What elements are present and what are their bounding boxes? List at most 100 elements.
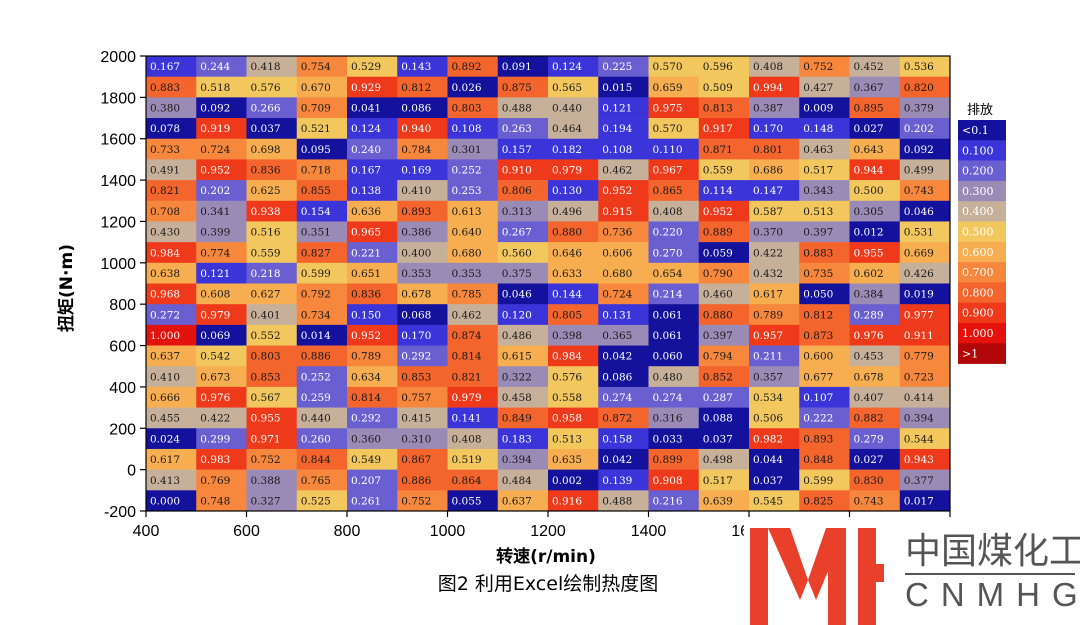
heatmap-cell — [799, 283, 850, 305]
heatmap-cell-label: 0.944 — [854, 165, 884, 177]
heatmap-cell — [849, 366, 901, 388]
heatmap-cell-label: 0.637 — [150, 351, 180, 363]
heatmap-cell-label: 0.752 — [401, 495, 431, 507]
heatmap-cell — [347, 448, 398, 470]
heatmap-cell-label: 0.377 — [904, 475, 934, 487]
heatmap-cell-label: 0.092 — [200, 103, 230, 115]
heatmap-cell — [447, 428, 499, 450]
heatmap-cell — [196, 56, 247, 77]
heatmap-cell — [347, 324, 398, 346]
heatmap-cell-label: 0.709 — [301, 103, 331, 115]
heatmap-cell — [497, 428, 549, 450]
heatmap-cell-label: 0.422 — [753, 247, 783, 259]
heatmap-cell — [899, 490, 951, 512]
legend-label: 0.700 — [962, 266, 994, 279]
heatmap-cell — [849, 283, 901, 305]
heatmap-cell-label: 0.633 — [552, 268, 582, 280]
heatmap-cell-label: 0.724 — [200, 144, 230, 156]
heatmap-cell — [246, 200, 298, 222]
heatmap-cell-label: 0.267 — [502, 227, 532, 239]
heatmap-cell — [899, 283, 951, 305]
heatmap-cell-label: 0.463 — [803, 144, 833, 156]
watermark-logo: 中国煤化工 CNMHG — [744, 522, 1080, 625]
heatmap-cell — [598, 159, 649, 181]
heatmap-cell-label: 0.418 — [251, 61, 281, 73]
heatmap-cell — [246, 242, 298, 264]
heatmap-cell-label: 0.141 — [452, 413, 482, 425]
heatmap-cell-label: 0.365 — [602, 330, 632, 342]
heatmap-cell-label: 0.121 — [200, 268, 230, 280]
x-tick-label: 1200 — [530, 523, 566, 540]
heatmap-cell-label: 0.061 — [653, 309, 683, 321]
heatmap-cell-label: 0.367 — [854, 82, 884, 94]
heatmap-cell-label: 0.558 — [552, 392, 582, 404]
heatmap-cell — [246, 304, 298, 326]
heatmap-cell — [698, 490, 750, 512]
heatmap-cell — [397, 221, 448, 243]
heatmap-cell-label: 0.225 — [602, 61, 632, 73]
heatmap-cell — [146, 159, 197, 181]
heatmap-cell-label: 0.410 — [150, 371, 180, 383]
heatmap-cell-label: 0.634 — [351, 371, 381, 383]
heatmap-cell — [849, 324, 901, 346]
heatmap-cell-label: 0.014 — [301, 330, 331, 342]
heatmap-cell-label: 0.542 — [200, 351, 230, 363]
heatmap-cell — [899, 469, 951, 491]
heatmap-cell-label: 0.617 — [150, 454, 180, 466]
heatmap-cell — [698, 56, 750, 77]
heatmap-cell-label: 0.968 — [150, 289, 180, 301]
heatmap-cell — [749, 138, 800, 160]
heatmap-cell-label: 0.310 — [401, 433, 431, 445]
heatmap-cell-label: 0.789 — [351, 351, 381, 363]
heatmap-cell-label: 0.124 — [351, 123, 381, 135]
heatmap-cell-label: 0.386 — [401, 227, 431, 239]
heatmap-cell-label: 0.587 — [753, 206, 783, 218]
heatmap-cell-label: 0.041 — [351, 103, 381, 115]
heatmap-cell-label: 0.513 — [552, 433, 582, 445]
heatmap-cell-label: 0.301 — [452, 144, 482, 156]
heatmap-cell — [397, 262, 448, 284]
heatmap-cell-label: 0.274 — [653, 392, 683, 404]
heatmap-cell — [849, 221, 901, 243]
legend-label: 0.600 — [962, 246, 994, 259]
heatmap-cell-label: 0.955 — [251, 413, 281, 425]
heatmap-cell-label: 0.299 — [200, 433, 230, 445]
heatmap-cell — [447, 118, 499, 140]
heatmap-cell-label: 0.462 — [452, 309, 482, 321]
heatmap-cell-label: 0.853 — [251, 371, 281, 383]
heatmap-cell-label: 0.370 — [753, 227, 783, 239]
heatmap-cell — [146, 386, 197, 408]
heatmap-cell — [698, 138, 750, 160]
heatmap-cell — [447, 386, 499, 408]
legend-swatch — [958, 302, 1006, 324]
heatmap-cell — [246, 324, 298, 346]
heatmap-cell — [246, 76, 298, 98]
heatmap-cell — [548, 469, 599, 491]
heatmap-cell — [698, 180, 750, 202]
y-tick-label: 800 — [109, 297, 136, 314]
heatmap-cell-label: 0.549 — [351, 454, 381, 466]
heatmap-cell-label: 0.886 — [301, 351, 331, 363]
heatmap-cell-label: 0.825 — [803, 495, 833, 507]
heatmap-cell-label: 0.452 — [854, 61, 884, 73]
heatmap-cell — [196, 283, 247, 305]
legend-label: 0.200 — [962, 165, 994, 178]
legend-title: 排放 — [967, 103, 993, 118]
heatmap-cell-label: 0.498 — [703, 454, 733, 466]
heatmap-cell-label: 0.659 — [653, 82, 683, 94]
heatmap-cell-label: 0.723 — [904, 371, 934, 383]
heatmap-cell-label: 0.666 — [150, 392, 180, 404]
heatmap-cell — [899, 180, 951, 202]
heatmap-cell-label: 0.967 — [653, 165, 683, 177]
heatmap-cell — [749, 386, 800, 408]
heatmap-cell — [799, 490, 850, 512]
heatmap-cell — [347, 242, 398, 264]
heatmap-cell — [548, 386, 599, 408]
y-tick-label: 0 — [127, 463, 136, 480]
heatmap-cell — [397, 304, 448, 326]
heatmap-cell — [397, 76, 448, 98]
heatmap-cell-label: 0.150 — [351, 309, 381, 321]
heatmap-cell-label: 0.570 — [653, 61, 683, 73]
heatmap-cell — [799, 97, 850, 119]
